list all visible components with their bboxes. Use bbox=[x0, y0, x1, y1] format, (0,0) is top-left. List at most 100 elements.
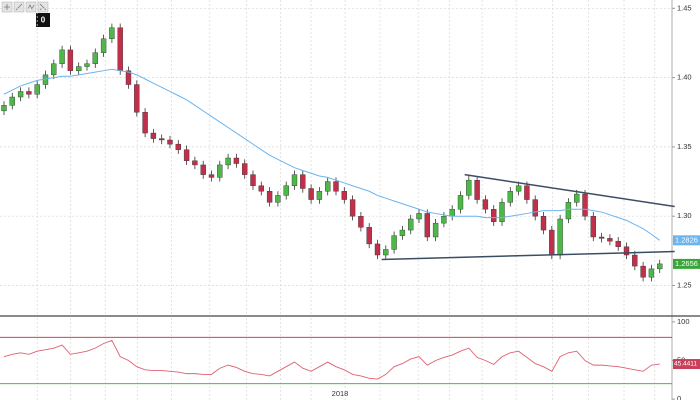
candle-body bbox=[109, 27, 115, 40]
candle-body bbox=[92, 52, 98, 64]
candle-body bbox=[175, 143, 181, 150]
candle-body bbox=[192, 160, 198, 166]
candle-body bbox=[134, 84, 140, 113]
candle-body bbox=[532, 199, 538, 217]
candle-body bbox=[1, 105, 7, 112]
badge-text: 0 bbox=[41, 16, 46, 25]
candle-body bbox=[275, 195, 281, 203]
badge bbox=[36, 13, 50, 27]
trendline bbox=[381, 250, 675, 261]
rsi-line bbox=[3, 339, 660, 380]
candle-body bbox=[258, 185, 264, 192]
candle-body bbox=[598, 236, 605, 239]
candle-body bbox=[399, 229, 406, 236]
candle-body bbox=[466, 179, 472, 196]
candle-body bbox=[408, 218, 414, 231]
candle-body bbox=[84, 63, 90, 67]
candle-body bbox=[67, 49, 74, 71]
candle-body bbox=[557, 218, 563, 256]
candle-body bbox=[424, 213, 430, 238]
candle-body bbox=[266, 191, 273, 203]
candle-body bbox=[183, 149, 190, 161]
candle-body bbox=[607, 238, 613, 242]
candle-body bbox=[34, 84, 40, 95]
last-value-box bbox=[673, 258, 700, 269]
tool-icon bbox=[15, 3, 23, 11]
toolbar: 0 bbox=[1, 1, 50, 27]
candle-body bbox=[117, 27, 123, 71]
candle-body bbox=[623, 246, 630, 256]
tool-icon bbox=[27, 4, 35, 10]
candle-body bbox=[300, 174, 306, 189]
candle-body bbox=[540, 216, 547, 231]
candle-body bbox=[17, 91, 24, 98]
candle-body bbox=[358, 216, 364, 228]
candle-body bbox=[648, 268, 655, 278]
candle-body bbox=[291, 174, 298, 186]
last-value-label: 1.2826 bbox=[675, 235, 698, 244]
candle-body bbox=[167, 139, 173, 145]
candle-body bbox=[549, 229, 555, 256]
candle-body bbox=[574, 193, 580, 203]
candle-body bbox=[449, 209, 455, 217]
candle-body bbox=[491, 209, 497, 222]
candle-body bbox=[225, 157, 231, 166]
candle-body bbox=[208, 174, 215, 178]
y-tick-label: 100 bbox=[677, 317, 690, 326]
candle-body bbox=[416, 213, 422, 220]
y-tick-label: 1.40 bbox=[677, 73, 692, 82]
candle-body bbox=[159, 138, 165, 141]
candle-body bbox=[150, 132, 157, 139]
candle-body bbox=[507, 191, 513, 203]
candle-body bbox=[374, 243, 381, 256]
candle-body bbox=[51, 63, 57, 76]
last-value-label: 45.4411 bbox=[674, 361, 697, 368]
candle-body bbox=[482, 199, 489, 210]
y-tick-label: 1.35 bbox=[677, 142, 692, 151]
y-tick-label: 1.25 bbox=[677, 280, 692, 289]
candle-body bbox=[242, 163, 248, 175]
candle-body bbox=[316, 191, 323, 200]
candle-body bbox=[457, 195, 464, 210]
candle-body bbox=[341, 191, 347, 200]
year-label: 2018 bbox=[332, 389, 349, 398]
candle-body bbox=[325, 181, 331, 192]
candle-body bbox=[474, 179, 480, 200]
tool-icon bbox=[4, 4, 10, 10]
candle-body bbox=[366, 227, 372, 245]
candle-body bbox=[125, 70, 132, 85]
candle-body bbox=[383, 249, 389, 256]
trendline bbox=[464, 173, 675, 208]
candle-body bbox=[441, 216, 447, 224]
candle-body bbox=[217, 164, 223, 178]
candle-body bbox=[391, 235, 397, 250]
candle-body bbox=[565, 202, 572, 220]
candle-body bbox=[590, 216, 597, 238]
moving-average bbox=[3, 68, 661, 241]
last-value-box bbox=[673, 235, 700, 246]
candle-body bbox=[75, 66, 82, 71]
candle-body bbox=[632, 254, 638, 267]
candle-body bbox=[524, 185, 530, 200]
candle-body bbox=[308, 188, 314, 200]
candle-body bbox=[26, 91, 32, 95]
candle-body bbox=[499, 202, 505, 222]
candle-body bbox=[615, 240, 621, 247]
candle-body bbox=[515, 185, 522, 192]
candle-body bbox=[142, 112, 148, 134]
candle-body bbox=[250, 174, 256, 186]
last-value-label: 1.2656 bbox=[675, 259, 698, 268]
candle-body bbox=[657, 263, 663, 270]
candle-body bbox=[582, 193, 588, 217]
y-tick-label: 1.30 bbox=[677, 211, 692, 220]
candle-body bbox=[283, 185, 289, 196]
y-tick-label: 1.45 bbox=[677, 3, 692, 12]
candle-body bbox=[100, 38, 107, 53]
candle-body bbox=[9, 96, 15, 106]
candle-body bbox=[333, 181, 339, 192]
last-value-box bbox=[673, 359, 700, 370]
candle-body bbox=[200, 164, 206, 175]
candle-body bbox=[432, 222, 439, 238]
candle-body bbox=[640, 265, 646, 278]
